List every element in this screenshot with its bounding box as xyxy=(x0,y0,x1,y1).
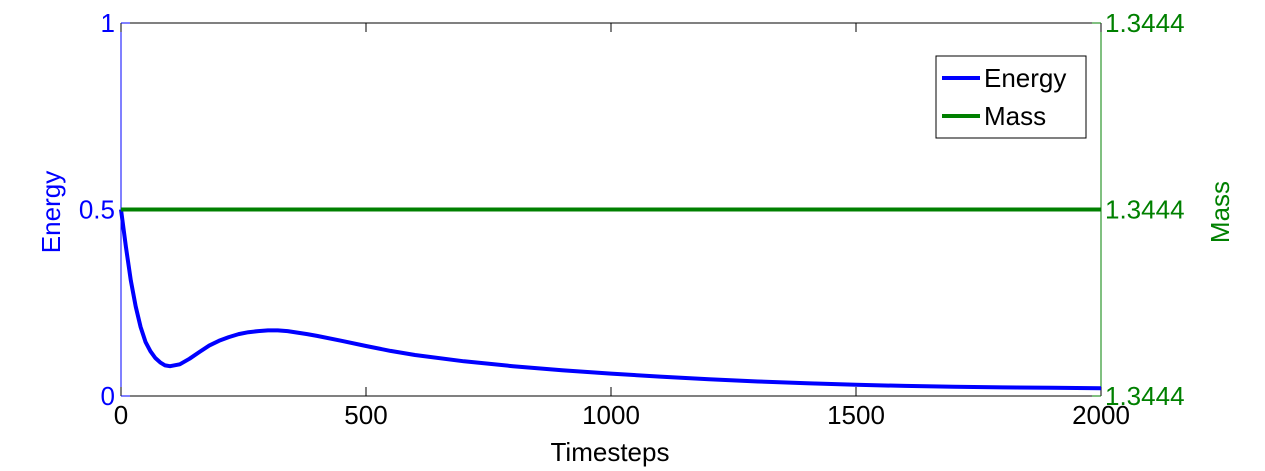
y-right-axis-label: Mass xyxy=(1205,181,1235,243)
x-tick-label: 0 xyxy=(114,400,128,430)
x-axis-label: Timesteps xyxy=(551,437,670,467)
x-tick-label: 1000 xyxy=(582,400,640,430)
y-left-ticks: 00.51 xyxy=(79,8,130,411)
legend-label-mass: Mass xyxy=(984,101,1046,131)
y-right-tick-label: 1.3444 xyxy=(1105,381,1185,411)
x-ticks: 0 500 1000 1500 2000 xyxy=(114,23,1130,430)
y-left-tick-label: 1 xyxy=(101,8,115,38)
y-right-tick-label: 1.3444 xyxy=(1105,8,1185,38)
series-line-energy xyxy=(119,209,1102,391)
legend-label-energy: Energy xyxy=(984,63,1066,93)
y-left-tick-label: 0 xyxy=(101,381,115,411)
y-left-axis-label: Energy xyxy=(36,171,66,253)
x-tick-label: 500 xyxy=(344,400,387,430)
y-right-tick-label: 1.3444 xyxy=(1105,195,1185,225)
y-left-tick-label: 0.5 xyxy=(79,195,115,225)
y-right-ticks: 1.3444 1.3444 1.3444 xyxy=(1092,8,1185,411)
legend: Energy Mass xyxy=(935,55,1087,139)
x-tick-label: 2000 xyxy=(1072,400,1130,430)
legend-box xyxy=(935,55,1087,139)
x-tick-label: 1500 xyxy=(827,400,885,430)
series-layer xyxy=(119,207,1102,391)
